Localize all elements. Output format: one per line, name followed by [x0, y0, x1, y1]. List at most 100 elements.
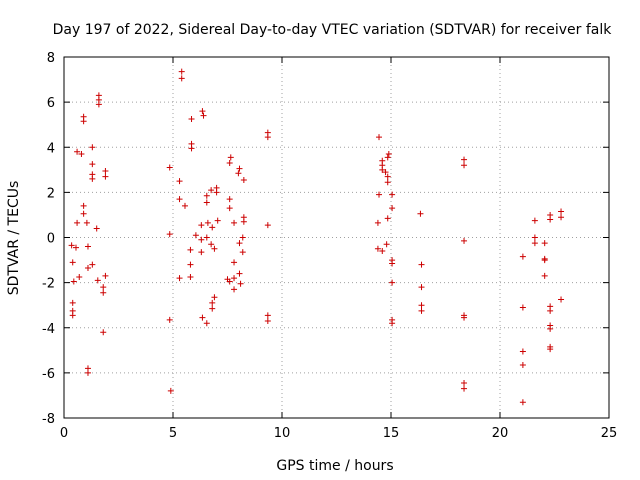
data-point-marker: [89, 144, 96, 151]
data-point-marker: [84, 264, 91, 271]
data-point-marker: [418, 302, 425, 309]
data-point-marker: [166, 231, 173, 238]
data-point-marker: [519, 361, 526, 368]
y-tick-label: 2: [47, 186, 55, 201]
data-point-marker: [102, 167, 109, 174]
data-point-marker: [418, 261, 425, 268]
data-point-marker: [69, 312, 76, 319]
data-point-marker: [198, 249, 205, 256]
data-point-marker: [541, 240, 548, 247]
data-point-marker: [541, 272, 548, 279]
data-point-marker: [376, 134, 383, 141]
data-point-marker: [188, 140, 195, 147]
data-point-marker: [176, 275, 183, 282]
data-point-marker: [80, 113, 87, 120]
data-point-marker: [200, 112, 207, 119]
data-point-marker: [379, 248, 386, 255]
data-point-marker: [519, 304, 526, 311]
data-point-marker: [166, 164, 173, 171]
data-point-marker: [547, 346, 554, 353]
data-point-marker: [209, 305, 216, 312]
chart-title: Day 197 of 2022, Sidereal Day-to-day VTE…: [53, 22, 613, 38]
data-point-marker: [417, 210, 424, 217]
data-point-marker: [461, 380, 468, 387]
data-point-marker: [203, 192, 210, 199]
data-point-marker: [264, 222, 271, 229]
y-tick-label: -4: [42, 322, 55, 337]
data-point-marker: [95, 92, 102, 99]
data-point-marker: [389, 279, 396, 286]
data-point-marker: [84, 243, 91, 250]
data-point-marker: [231, 219, 238, 226]
data-point-marker: [187, 273, 194, 280]
x-tick-label: 5: [169, 426, 177, 441]
data-point-marker: [102, 272, 109, 279]
y-axis-label: SDTVAR / TECUs: [6, 181, 22, 296]
data-points: [68, 68, 565, 406]
data-point-marker: [240, 214, 247, 221]
data-point-marker: [93, 225, 100, 232]
data-point-marker: [72, 244, 79, 251]
data-point-marker: [385, 151, 392, 158]
data-point-marker: [94, 277, 101, 284]
data-point-marker: [558, 214, 565, 221]
data-point-marker: [384, 215, 391, 222]
data-point-marker: [198, 222, 205, 229]
data-point-marker: [211, 294, 218, 301]
data-point-marker: [461, 237, 468, 244]
data-point-marker: [519, 348, 526, 355]
data-point-marker: [187, 261, 194, 268]
data-point-marker: [418, 307, 425, 314]
data-point-marker: [237, 280, 244, 287]
data-point-marker: [83, 219, 90, 226]
data-point-marker: [89, 171, 96, 178]
data-point-marker: [227, 154, 234, 161]
data-point-marker: [231, 286, 238, 293]
data-point-marker: [213, 184, 220, 191]
x-tick-label: 25: [601, 426, 618, 441]
data-point-marker: [203, 234, 210, 241]
data-point-marker: [389, 191, 396, 198]
data-point-marker: [187, 246, 194, 253]
data-point-marker: [531, 234, 538, 241]
data-point-marker: [176, 196, 183, 203]
data-point-marker: [209, 299, 216, 306]
data-point-marker: [389, 260, 396, 267]
data-point-marker: [240, 176, 247, 183]
data-point-marker: [389, 205, 396, 212]
data-point-marker: [236, 240, 243, 247]
data-point-marker: [382, 169, 389, 176]
x-tick-label: 20: [492, 426, 509, 441]
data-point-marker: [264, 312, 271, 319]
data-point-marker: [264, 129, 271, 136]
data-point-marker: [176, 178, 183, 185]
data-point-marker: [226, 196, 233, 203]
data-point-marker: [231, 259, 238, 266]
data-point-marker: [461, 156, 468, 163]
data-point-marker: [69, 299, 76, 306]
data-point-marker: [384, 154, 391, 161]
data-point-marker: [558, 208, 565, 215]
data-point-marker: [76, 273, 83, 280]
x-tick-label: 15: [383, 426, 400, 441]
data-point-marker: [418, 284, 425, 291]
data-point-marker: [80, 210, 87, 217]
data-point-marker: [236, 270, 243, 277]
data-point-marker: [181, 202, 188, 209]
data-point-marker: [208, 241, 215, 248]
y-tick-label: -6: [42, 367, 55, 382]
data-point-marker: [211, 245, 218, 252]
data-point-marker: [264, 317, 271, 324]
data-point-marker: [80, 202, 87, 209]
data-point-marker: [204, 219, 211, 226]
data-point-marker: [461, 314, 468, 321]
data-point-marker: [84, 369, 91, 376]
data-point-marker: [236, 165, 243, 172]
data-point-marker: [198, 236, 205, 243]
data-point-marker: [558, 296, 565, 303]
data-point-marker: [226, 160, 233, 167]
data-point-marker: [199, 314, 206, 321]
data-point-marker: [188, 116, 195, 123]
